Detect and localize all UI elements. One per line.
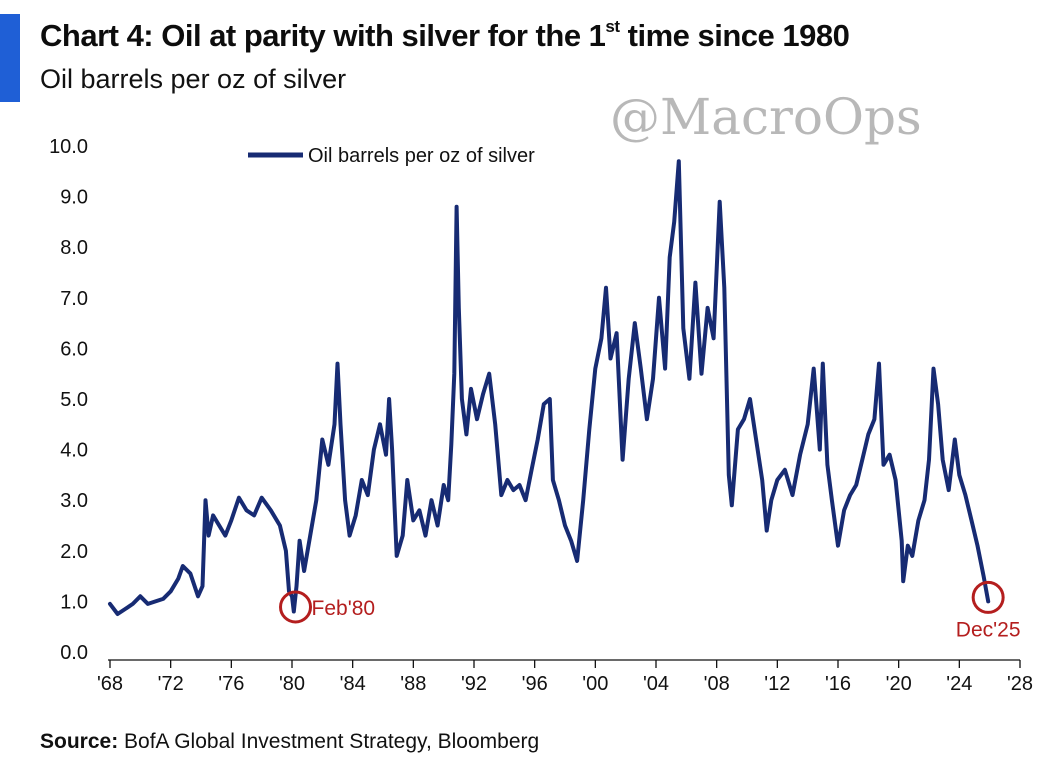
line-chart: 0.0 1.0 2.0 3.0 4.0 5.0 6.0 7.0 8.0 9.0 10.0 '68 '7… — [49, 136, 1033, 695]
source-note: Source: BofA Global Investment Strategy,… — [40, 730, 540, 753]
x-tick-label: '76 — [218, 673, 244, 695]
series-layer — [108, 159, 991, 616]
chart-subtitle: Oil barrels per oz of silver — [40, 64, 347, 94]
x-tick-label: '12 — [764, 673, 790, 695]
x-tick-label: '20 — [886, 673, 912, 695]
annotation-label: Dec'25 — [956, 618, 1021, 641]
y-tick-label: 9.0 — [60, 187, 88, 209]
x-tick-label: '00 — [582, 673, 608, 695]
x-tick-label: '80 — [279, 673, 305, 695]
x-tick-label: '16 — [825, 673, 851, 695]
x-tick-label: '68 — [97, 673, 123, 695]
annotations: Feb'80 Dec'25 — [279, 580, 1021, 641]
title-accent-bar — [0, 14, 20, 102]
y-tick-label: 8.0 — [60, 237, 88, 259]
y-tick-label: 4.0 — [60, 440, 88, 462]
x-tick-label: '72 — [158, 673, 184, 695]
x-tick-label: '28 — [1007, 673, 1033, 695]
y-tick-label: 6.0 — [60, 338, 88, 360]
x-axis: '68 '72 '76 '80 '84 '88 '92 '96 '00 '04 '08 '12 '16 '… — [97, 659, 1033, 695]
y-tick-label: 5.0 — [60, 389, 88, 411]
x-tick-label: '04 — [643, 673, 669, 695]
watermark: @MacroOps — [610, 88, 922, 146]
y-tick-label: 2.0 — [60, 541, 88, 563]
x-tick-label: '08 — [704, 673, 730, 695]
x-tick-label: '24 — [946, 673, 972, 695]
x-tick-label: '88 — [400, 673, 426, 695]
legend-label: Oil barrels per oz of silver — [308, 145, 535, 167]
y-tick-label: 1.0 — [60, 591, 88, 613]
x-tick-label: '96 — [522, 673, 548, 695]
x-tick-label: '92 — [461, 673, 487, 695]
annotation-label: Feb'80 — [312, 597, 376, 620]
x-tick-label: '84 — [340, 673, 366, 695]
y-tick-label: 0.0 — [60, 642, 88, 664]
chart-title: Chart 4: Oil at parity with silver for t… — [40, 16, 850, 53]
series-line — [108, 159, 991, 616]
annotation-circle — [971, 580, 1005, 614]
y-axis: 0.0 1.0 2.0 3.0 4.0 5.0 6.0 7.0 8.0 9.0 10.0 — [49, 136, 88, 664]
y-tick-label: 10.0 — [49, 136, 88, 158]
legend: Oil barrels per oz of silver — [248, 145, 535, 167]
y-tick-label: 7.0 — [60, 288, 88, 310]
y-tick-label: 3.0 — [60, 490, 88, 512]
annotation-circle — [279, 590, 313, 624]
